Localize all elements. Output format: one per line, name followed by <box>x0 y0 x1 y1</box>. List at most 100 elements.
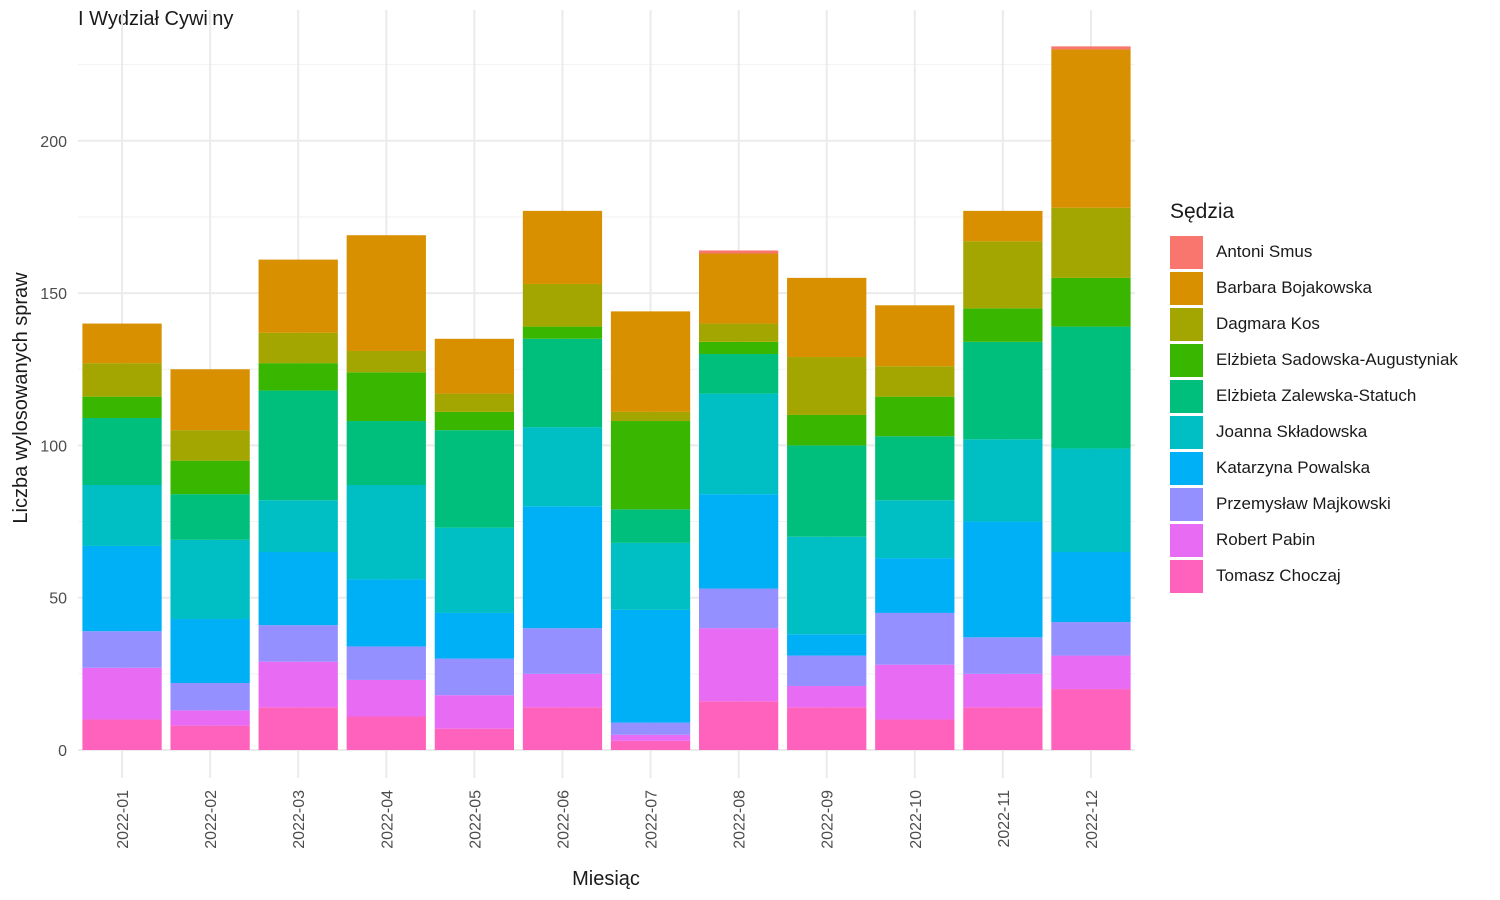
bar-segment <box>522 707 603 750</box>
bar-segment <box>434 695 515 729</box>
bar-segment <box>698 250 779 254</box>
bar-segment <box>522 427 603 507</box>
bar-segment <box>1051 277 1131 327</box>
y-tick-label: 200 <box>40 134 67 151</box>
bar-segment <box>170 494 250 540</box>
bar-segment <box>258 707 338 750</box>
bar-segment <box>1051 689 1131 750</box>
bar-segment <box>610 411 691 422</box>
bar-segment <box>346 372 426 422</box>
bar-segment <box>875 436 955 501</box>
legend-label: Tomasz Choczaj <box>1216 566 1341 585</box>
bar-segment <box>258 332 338 364</box>
bar-segment <box>82 417 162 485</box>
bar-segment <box>1051 655 1131 690</box>
legend-item: Elżbieta Zalewska-Statuch <box>1170 378 1458 414</box>
legend-swatch <box>1170 415 1203 449</box>
x-tick-label: 2022-03 <box>291 790 308 849</box>
bar-segment <box>875 612 955 665</box>
bar-segment <box>963 439 1043 522</box>
bar-stack-2022-10 <box>875 305 955 750</box>
bar-segment <box>1051 207 1131 278</box>
bar-segment <box>170 710 250 726</box>
bar-segment <box>258 259 338 333</box>
bar-segment <box>522 673 603 708</box>
legend-label: Dagmara Kos <box>1216 314 1320 333</box>
bar-segment <box>610 734 691 741</box>
bar-segment <box>698 354 779 394</box>
bar-stack-2022-09 <box>787 277 867 750</box>
bar-segment <box>698 701 779 750</box>
bar-segment <box>698 393 779 495</box>
legend-item: Barbara Bojakowska <box>1170 270 1458 306</box>
x-tick-label: 2022-12 <box>1084 790 1101 849</box>
bar-segment <box>346 716 426 750</box>
bar-segment <box>434 411 515 431</box>
legend-item: Tomasz Choczaj <box>1170 558 1458 594</box>
bar-segment <box>346 579 426 647</box>
x-axis: 2022-01 2022-02 2022-03 2022-04 2022-05 2022-… <box>115 790 1101 849</box>
legend-item: Robert Pabin <box>1170 522 1458 558</box>
bar-stack-2022-07 <box>610 311 691 750</box>
bar-segment <box>522 210 603 284</box>
legend-item: Przemysław Majkowski <box>1170 486 1458 522</box>
bar-stack-2022-04 <box>346 235 426 750</box>
x-tick-label: 2022-01 <box>115 790 132 849</box>
y-axis-label: Liczba wylosowanych spraw <box>10 272 32 524</box>
bar-stack-2022-01 <box>82 323 162 750</box>
bar-segment <box>787 277 867 358</box>
x-tick-label: 2022-04 <box>379 790 396 849</box>
bar-segment <box>258 363 338 391</box>
bar-segment <box>258 625 338 662</box>
bar-segment <box>875 719 955 750</box>
legend-label: Antoni Smus <box>1216 242 1313 261</box>
bar-segment <box>963 637 1043 674</box>
legend-swatch <box>1170 307 1203 341</box>
bar-segment <box>522 506 603 629</box>
bar-segment <box>610 740 691 750</box>
legend-label: Elżbieta Sadowska-Augustyniak <box>1216 350 1458 369</box>
bar-segment <box>698 253 779 324</box>
bar-segment <box>963 241 1043 309</box>
x-tick-label: 2022-11 <box>996 790 1013 848</box>
bar-segment <box>346 421 426 485</box>
bar-segment <box>346 484 426 580</box>
x-tick-label: 2022-08 <box>732 790 749 849</box>
bar-segment <box>875 500 955 559</box>
bar-segment <box>170 682 250 711</box>
bar-segment <box>434 658 515 696</box>
bar-segment <box>258 552 338 626</box>
bar-segment <box>346 679 426 717</box>
bar-segment <box>1051 46 1131 50</box>
bar-segment <box>610 421 691 510</box>
x-tick-label: 2022-06 <box>555 790 572 849</box>
bar-stack-2022-06 <box>522 210 603 750</box>
bar-segment <box>170 539 250 620</box>
bar-segment <box>787 445 867 537</box>
legend-swatch <box>1170 271 1203 305</box>
legend-label: Joanna Składowska <box>1216 422 1368 441</box>
legend-swatch <box>1170 343 1203 377</box>
bar-segment <box>787 655 867 687</box>
bar-segment <box>875 664 955 720</box>
legend-items: Antoni Smus Barbara Bojakowska Dagmara Kos… <box>1170 234 1458 594</box>
bar-stack-2022-03 <box>258 259 338 750</box>
legend-swatch <box>1170 523 1203 557</box>
bar-segment <box>1051 448 1131 553</box>
bar-segment <box>1051 622 1131 656</box>
x-tick-label: 2022-02 <box>203 790 220 849</box>
bar-segment <box>963 210 1043 242</box>
bar-segment <box>82 545 162 632</box>
bar-stack-2022-02 <box>170 369 250 750</box>
bar-segment <box>522 283 603 327</box>
bar-segment <box>346 350 426 373</box>
bar-segment <box>170 619 250 683</box>
y-axis: 0 50 100 150 200 <box>40 134 67 760</box>
bar-segment <box>522 338 603 428</box>
chart-title: I Wydział Cywilny <box>78 8 234 30</box>
x-tick-label: 2022-10 <box>908 790 925 849</box>
y-tick-label: 150 <box>40 286 67 303</box>
bar-segment <box>963 521 1043 638</box>
bar-segment <box>258 390 338 501</box>
bar-segment <box>82 719 162 750</box>
